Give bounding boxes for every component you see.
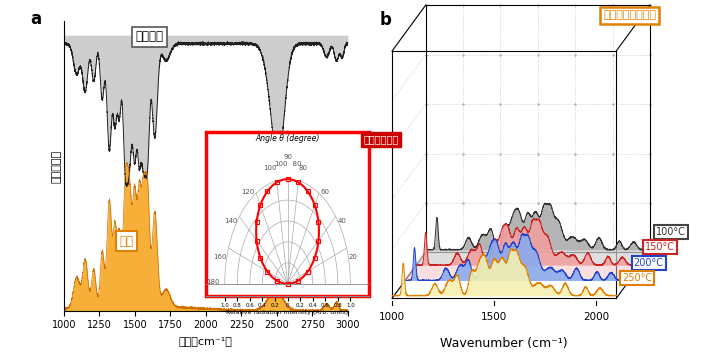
Text: 100: 100 — [274, 161, 288, 167]
Text: Wavenumber (cm⁻¹): Wavenumber (cm⁻¹) — [440, 337, 568, 350]
Text: 80: 80 — [288, 161, 301, 167]
Text: 放射パターン: 放射パターン — [364, 135, 399, 145]
Text: 200°C: 200°C — [633, 258, 664, 268]
Text: 80: 80 — [299, 165, 308, 171]
Text: 160: 160 — [213, 253, 226, 260]
Text: 120: 120 — [241, 189, 255, 195]
X-axis label: 波数（cm⁻¹）: 波数（cm⁻¹） — [179, 336, 233, 346]
Text: 100°C: 100°C — [656, 227, 686, 237]
Text: b: b — [380, 11, 392, 29]
Text: 140: 140 — [224, 218, 237, 224]
Text: 2000: 2000 — [583, 312, 609, 322]
Text: 反射吸收: 反射吸收 — [135, 30, 163, 43]
Polygon shape — [403, 265, 639, 281]
X-axis label: Relative radiation intensity (Arb. units): Relative radiation intensity (Arb. units… — [226, 310, 349, 315]
Text: a: a — [30, 10, 41, 28]
Text: Angle θ (degree): Angle θ (degree) — [256, 134, 320, 142]
Text: 180: 180 — [206, 279, 219, 285]
Polygon shape — [415, 250, 650, 265]
Text: 250°C: 250°C — [623, 273, 652, 283]
Text: 20: 20 — [349, 253, 357, 260]
Text: 150°C: 150°C — [645, 242, 674, 252]
Text: 1500: 1500 — [481, 312, 507, 322]
Bar — [206, 132, 369, 296]
Text: 100: 100 — [263, 165, 276, 171]
Text: 90: 90 — [283, 154, 292, 160]
Text: 放射の温度依存性: 放射の温度依存性 — [603, 10, 656, 20]
Y-axis label: 規格化強度: 規格化強度 — [51, 150, 61, 182]
Text: 40: 40 — [338, 218, 346, 224]
Text: 60: 60 — [320, 189, 329, 195]
Text: 1000: 1000 — [379, 312, 405, 322]
Text: 放射: 放射 — [119, 235, 133, 248]
